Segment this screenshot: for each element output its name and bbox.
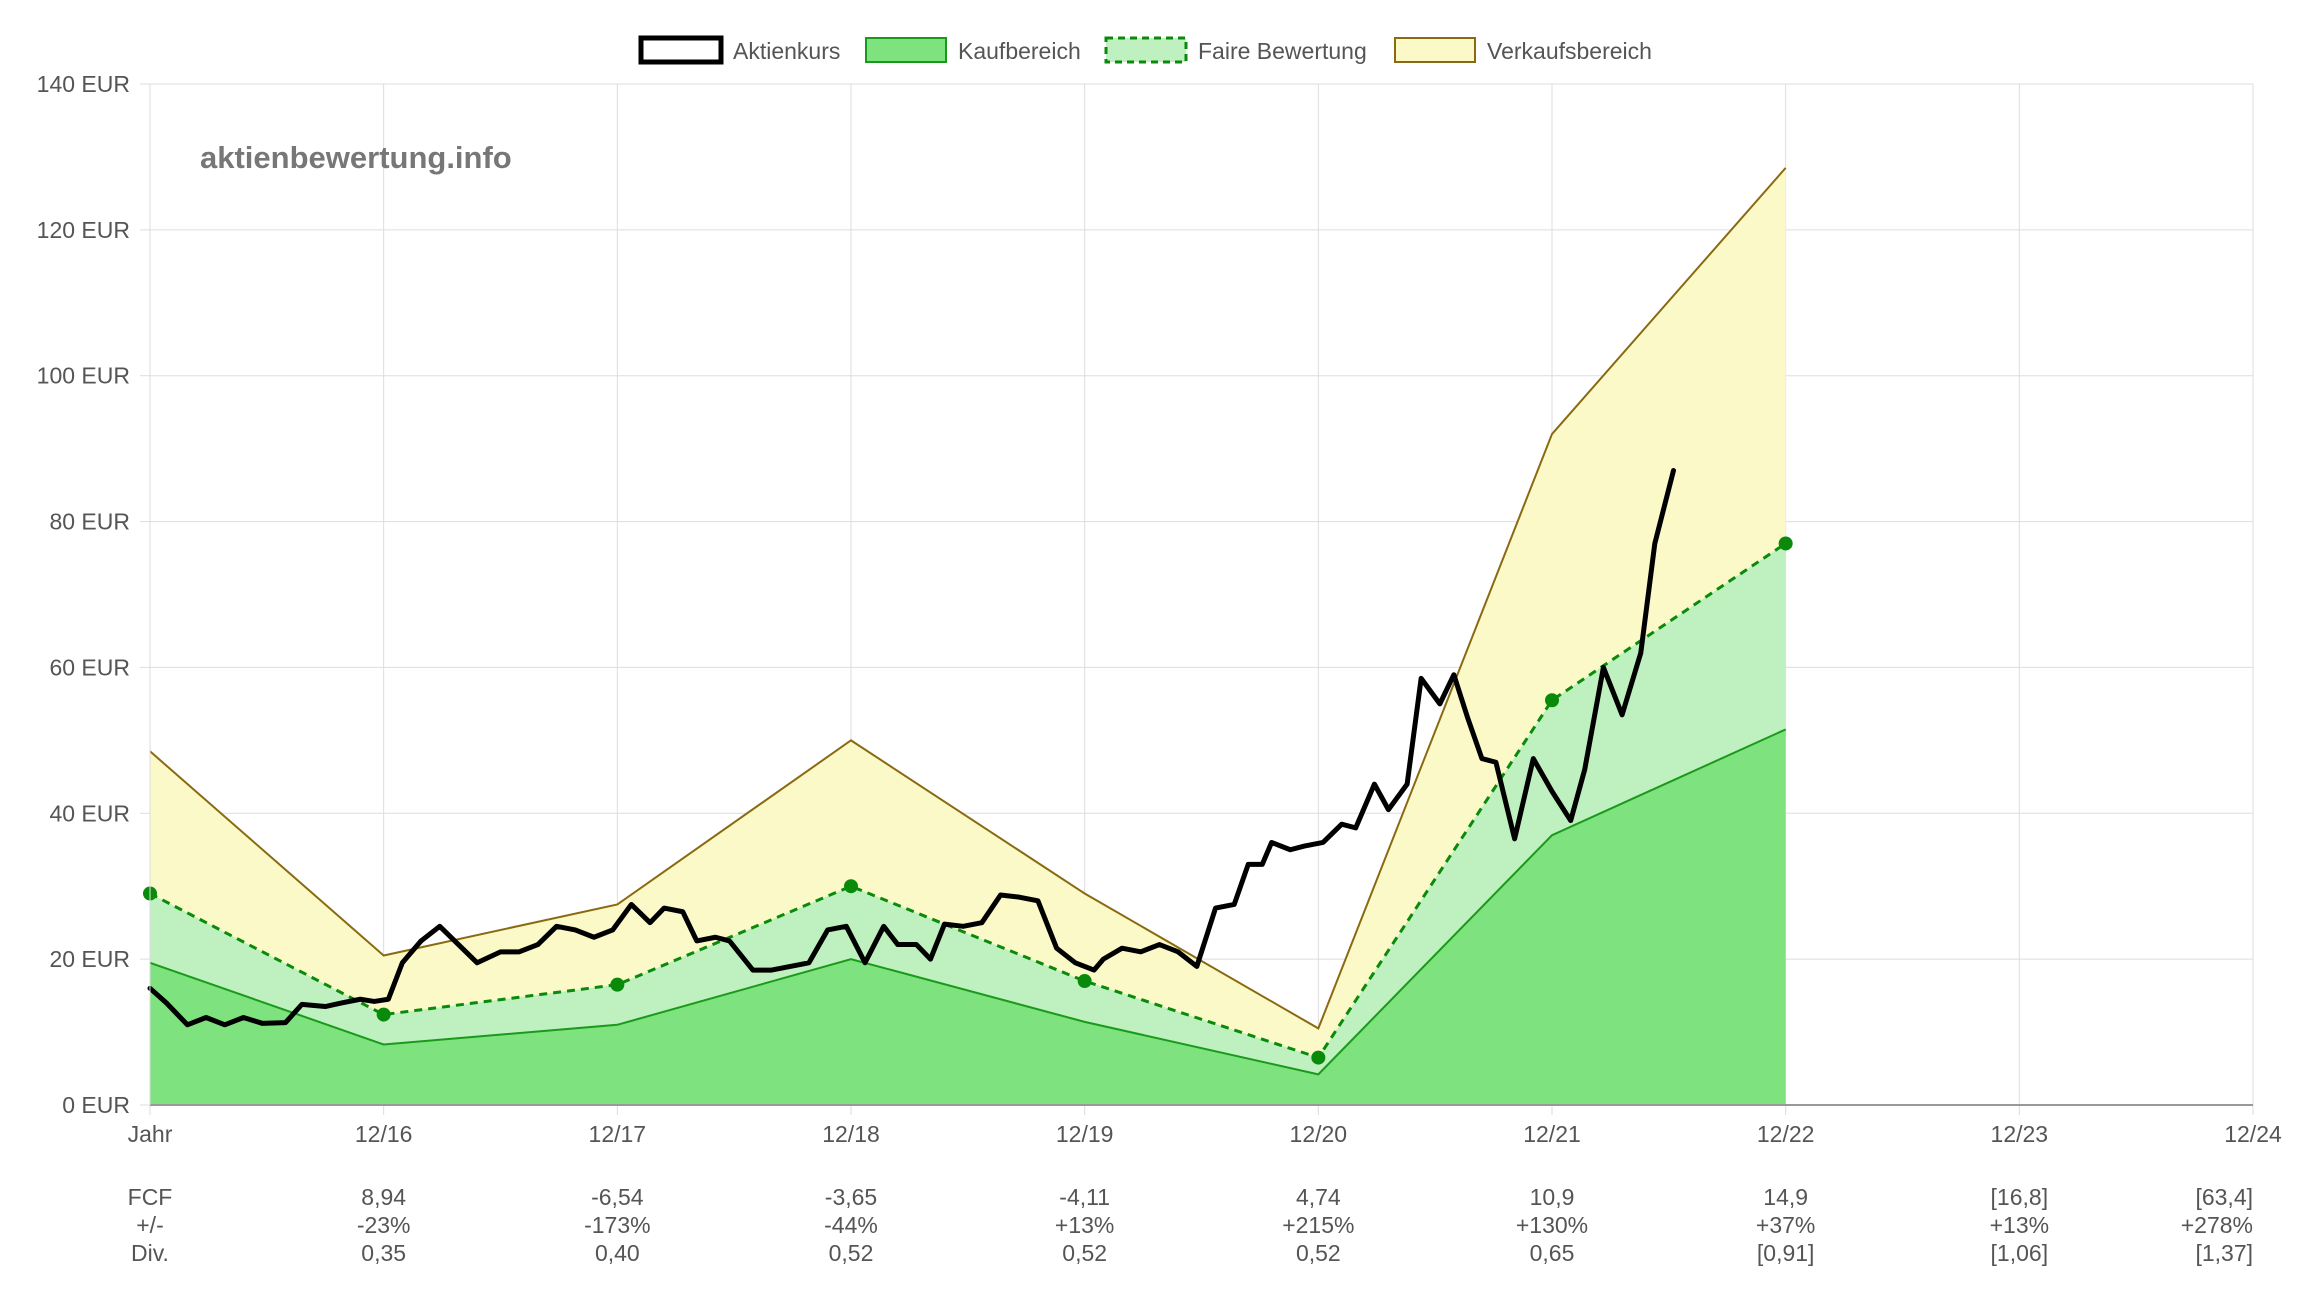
- legend-swatch-verkauf: [1394, 37, 1476, 63]
- y-tick-label: 80 EUR: [49, 509, 130, 535]
- y-tick-label: 100 EUR: [37, 363, 130, 389]
- legend-item-faire[interactable]: Faire Bewertung: [1104, 36, 1367, 64]
- faire-bewertung-point: [844, 879, 858, 894]
- legend-label-aktienkurs: Aktienkurs: [733, 38, 840, 64]
- table-cell: 0,40: [595, 1240, 640, 1266]
- table-cell: [0,91]: [1757, 1240, 1815, 1266]
- legend[interactable]: Aktienkurs Kaufbereich Faire Bewertung Verk…: [638, 35, 1652, 65]
- x-tick-label: 12/21: [1523, 1121, 1581, 1147]
- legend-label-kaufbereich: Kaufbereich: [958, 38, 1081, 64]
- aktienkurs-line: [147, 468, 1677, 1028]
- axes: 0 EUR 20 EUR 40 EUR 60 EUR 80 EUR 100 EUR 120 …: [37, 71, 2282, 1147]
- legend-item-aktienkurs[interactable]: Aktienkurs: [638, 35, 840, 65]
- verkaufsbereich-line: [149, 167, 1787, 1030]
- table-cell: [16,8]: [1991, 1184, 2049, 1210]
- table-cell: +130%: [1516, 1212, 1588, 1238]
- table-cell: -173%: [584, 1212, 650, 1238]
- y-tick-label: 20 EUR: [49, 946, 130, 972]
- table-cell: -3,65: [825, 1184, 877, 1210]
- series-lines: [143, 167, 1793, 1076]
- table-row-label: FCF: [128, 1184, 173, 1210]
- table-cell: 8,94: [361, 1184, 406, 1210]
- x-tick-label: 12/23: [1991, 1121, 2049, 1147]
- table-cell: -6,54: [591, 1184, 644, 1210]
- grid: [149, 83, 2254, 1106]
- valuation-bands: [150, 167, 1786, 1105]
- table-cell: -44%: [824, 1212, 878, 1238]
- y-tick-label: 40 EUR: [49, 800, 130, 826]
- table-cell: 0,35: [361, 1240, 406, 1266]
- legend-swatch-aktienkurs: [638, 35, 724, 65]
- table-cell: [1,37]: [2195, 1240, 2253, 1266]
- faire-bewertung-point: [376, 1007, 391, 1022]
- kaufbereich-line: [149, 728, 1787, 1076]
- table-cell: +278%: [2181, 1212, 2253, 1238]
- table-cell: +215%: [1282, 1212, 1354, 1238]
- legend-item-kaufbereich[interactable]: Kaufbereich: [865, 37, 1081, 64]
- table-cell: 10,9: [1530, 1184, 1575, 1210]
- y-tick-label: 140 EUR: [37, 71, 130, 97]
- kaufbereich-area: [150, 729, 1786, 1105]
- legend-label-verkauf: Verkaufsbereich: [1487, 38, 1652, 64]
- x-tick-label: 12/17: [589, 1121, 647, 1147]
- faire-bewertung-point: [1778, 536, 1793, 551]
- legend-label-faire: Faire Bewertung: [1198, 38, 1367, 64]
- watermark: aktienbewertung.info: [200, 140, 512, 175]
- legend-item-verkauf[interactable]: Verkaufsbereich: [1394, 37, 1652, 64]
- x-tick-label: 12/19: [1056, 1121, 1114, 1147]
- x-tick-label: 12/24: [2224, 1121, 2282, 1147]
- y-tick-label: 0 EUR: [62, 1092, 130, 1118]
- x-tick-label: 12/20: [1290, 1121, 1348, 1147]
- table-cell: -23%: [357, 1212, 411, 1238]
- table-cell: [1,06]: [1991, 1240, 2049, 1266]
- legend-swatch-faire: [1104, 36, 1188, 64]
- table-cell: 4,74: [1296, 1184, 1341, 1210]
- table-cell: 0,52: [829, 1240, 874, 1266]
- x-tick-label: 12/18: [822, 1121, 880, 1147]
- table-cell: 14,9: [1763, 1184, 1808, 1210]
- legend-swatch-kaufbereich: [865, 37, 947, 63]
- y-tick-label: 60 EUR: [49, 654, 130, 680]
- faire-bewertung-point: [610, 977, 625, 992]
- x-tick-label: 12/22: [1757, 1121, 1815, 1147]
- table-cell: 0,65: [1530, 1240, 1575, 1266]
- table-row-label: Div.: [131, 1240, 169, 1266]
- faire-bewertung-point: [1545, 693, 1559, 708]
- x-tick-label: 12/16: [355, 1121, 413, 1147]
- fundamentals-table: FCF 8,94 -6,54 -3,65 -4,11 4,74 10,9 14,9 [16,8]…: [128, 1184, 2253, 1266]
- table-cell: 0,52: [1062, 1240, 1107, 1266]
- table-row-label: +/-: [136, 1212, 163, 1238]
- faire-bewertung-point: [1077, 974, 1092, 989]
- table-cell: +13%: [1990, 1212, 2049, 1238]
- table-cell: +37%: [1756, 1212, 1815, 1238]
- table-cell: +13%: [1055, 1212, 1114, 1238]
- table-cell: -4,11: [1059, 1184, 1110, 1210]
- y-tick-label: 120 EUR: [37, 217, 130, 243]
- x-tick-label: Jahr: [128, 1121, 173, 1147]
- table-cell: [63,4]: [2195, 1184, 2253, 1210]
- faire-bewertung-point: [1311, 1050, 1326, 1065]
- table-cell: 0,52: [1296, 1240, 1341, 1266]
